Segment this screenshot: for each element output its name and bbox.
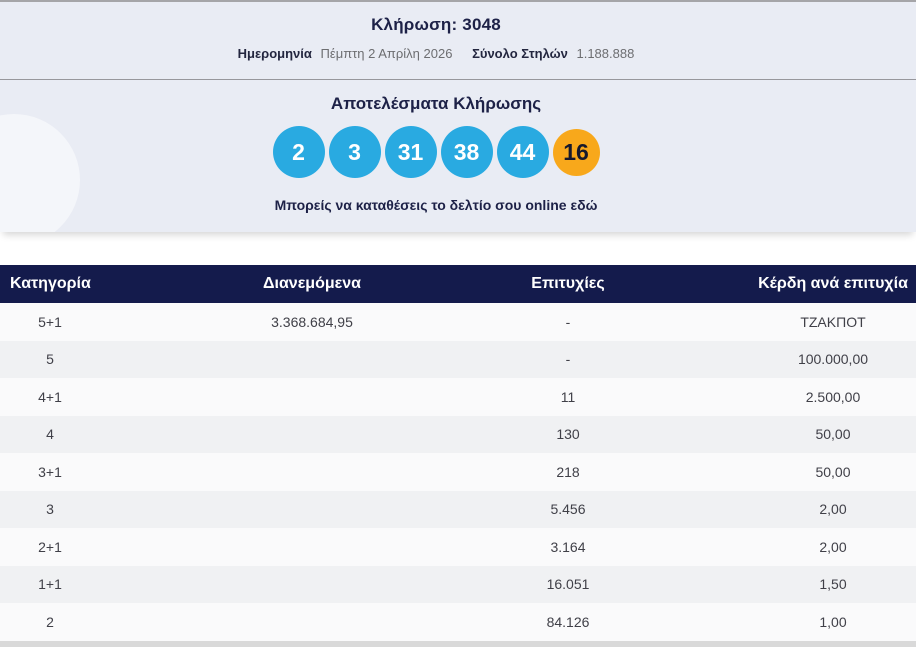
winning-number-ball: 38 — [440, 126, 493, 178]
draw-title-label: Κλήρωση: — [371, 15, 458, 34]
cell-winners: 16.051 — [546, 576, 590, 593]
draw-info-section: Κλήρωση: 3048 Ημερομηνία Πέμπτη 2 Απρίλη… — [0, 0, 916, 80]
cell-distributed — [100, 528, 524, 566]
cell-category: 2 — [46, 613, 54, 630]
prize-tiers-table: Κατηγορία Διανεμόμενα Επιτυχίες Κέρδη αν… — [0, 265, 916, 641]
cell-prize: 1,00 — [819, 613, 847, 630]
results-title: Αποτελέσματα Κλήρωσης — [330, 94, 542, 113]
winning-number-ball: 3 — [328, 126, 381, 178]
winning-numbers: 2 3 31 38 44 16 — [0, 126, 872, 178]
cell-prize: 2.500,00 — [805, 388, 861, 405]
cell-category: 2+1 — [38, 538, 62, 555]
column-header-distributed: Διανεμόμενα — [100, 265, 524, 303]
cell-distributed — [100, 341, 524, 379]
draw-date-value: Πέμπτη 2 Απρίλη 2026 — [320, 46, 453, 61]
cell-winners: 5.456 — [550, 501, 586, 518]
cell-category: 5+1 — [38, 313, 62, 330]
winning-number-ball: 44 — [496, 126, 549, 178]
draw-results-section: Αποτελέσματα Κλήρωσης 2 3 31 38 44 16 Μπ… — [0, 80, 916, 232]
bonus-number-ball: 16 — [552, 128, 600, 176]
cell-category: 1+1 — [38, 576, 62, 593]
section-gap — [0, 232, 916, 265]
column-header-winners: Επιτυχίες — [524, 265, 612, 303]
cell-prize: 50,00 — [815, 426, 851, 443]
table-row: 5 - 100.000,00 — [0, 340, 916, 379]
cell-category: 4+1 — [38, 388, 62, 405]
cell-winners: 218 — [556, 463, 580, 480]
cell-category: 5 — [46, 351, 54, 368]
cell-category: 3+1 — [38, 463, 62, 480]
table-row: 4 130 50,00 — [0, 415, 916, 454]
draw-number: 3048 — [462, 15, 501, 34]
cell-category: 3 — [46, 501, 54, 518]
cell-prize: 50,00 — [815, 463, 851, 480]
cell-prize: 2,00 — [819, 501, 847, 518]
table-row: 1+1 16.051 1,50 — [0, 565, 916, 604]
table-header-row: Κατηγορία Διανεμόμενα Επιτυχίες Κέρδη αν… — [0, 265, 916, 303]
cell-winners: 11 — [560, 388, 576, 405]
total-columns-label: Σύνολο Στηλών — [472, 46, 568, 61]
cell-distributed: 3.368.684,95 — [271, 313, 353, 330]
draw-meta: Ημερομηνία Πέμπτη 2 Απρίλη 2026 Σύνολο Σ… — [0, 46, 872, 61]
cell-distributed — [100, 416, 524, 454]
table-row: 3 5.456 2,00 — [0, 490, 916, 529]
cell-winners: 130 — [556, 426, 580, 443]
page-bottom-strip — [0, 640, 916, 647]
cell-prize: 1,50 — [819, 576, 847, 593]
cell-distributed — [100, 603, 524, 641]
cell-prize: ΤΖΑΚΠΟΤ — [800, 313, 866, 330]
cell-winners: 3.164 — [550, 538, 586, 555]
table-row: 5+1 3.368.684,95 - ΤΖΑΚΠΟΤ — [0, 303, 916, 341]
cell-winners: 84.126 — [546, 613, 590, 630]
deposit-online-link[interactable]: Μπορείς να καταθέσεις το δελτίο σου onli… — [274, 197, 598, 213]
cell-winners: - — [565, 351, 571, 368]
table-row: 3+1 218 50,00 — [0, 453, 916, 491]
draw-date-label: Ημερομηνία — [237, 46, 312, 61]
cell-winners: - — [565, 313, 571, 330]
column-header-prize-per-win: Κέρδη ανά επιτυχία — [612, 265, 916, 303]
cell-distributed — [100, 453, 524, 491]
total-columns-value: 1.188.888 — [576, 46, 635, 61]
cell-distributed — [100, 378, 524, 416]
winning-number-ball: 2 — [272, 126, 325, 178]
draw-title: Κλήρωση: 3048 — [0, 15, 872, 35]
cell-prize: 100.000,00 — [797, 351, 869, 368]
cell-distributed — [100, 566, 524, 604]
cell-distributed — [100, 491, 524, 529]
winning-number-ball: 31 — [384, 126, 437, 178]
cell-category: 4 — [46, 426, 54, 443]
table-row: 2 84.126 1,00 — [0, 603, 916, 641]
cell-prize: 2,00 — [819, 538, 847, 555]
column-header-category: Κατηγορία — [0, 265, 100, 303]
table-row: 4+1 11 2.500,00 — [0, 378, 916, 416]
table-row: 2+1 3.164 2,00 — [0, 528, 916, 566]
